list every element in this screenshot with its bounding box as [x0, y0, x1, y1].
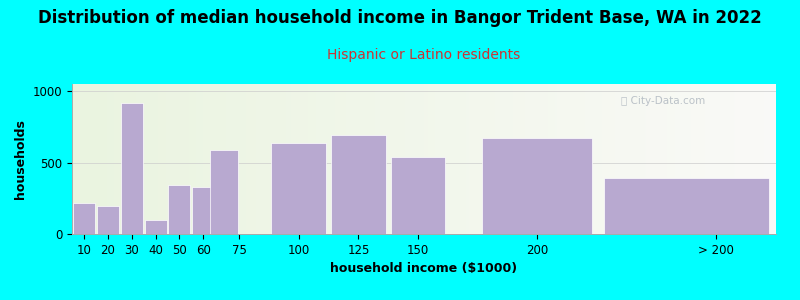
Bar [271, 142, 326, 234]
X-axis label: household income ($1000): household income ($1000) [330, 262, 518, 275]
Bar [145, 220, 166, 234]
Bar [331, 135, 386, 234]
Text: Distribution of median household income in Bangor Trident Base, WA in 2022: Distribution of median household income … [38, 9, 762, 27]
Bar [604, 178, 769, 234]
Text: Ⓢ City-Data.com: Ⓢ City-Data.com [621, 96, 706, 106]
Bar [482, 138, 592, 234]
Bar [97, 206, 118, 234]
Bar [121, 103, 142, 234]
Bar [390, 157, 446, 234]
Bar [73, 202, 95, 234]
Title: Hispanic or Latino residents: Hispanic or Latino residents [327, 48, 521, 62]
Bar [169, 185, 190, 234]
Bar [210, 150, 238, 234]
Y-axis label: households: households [14, 119, 27, 199]
Bar [192, 187, 214, 234]
